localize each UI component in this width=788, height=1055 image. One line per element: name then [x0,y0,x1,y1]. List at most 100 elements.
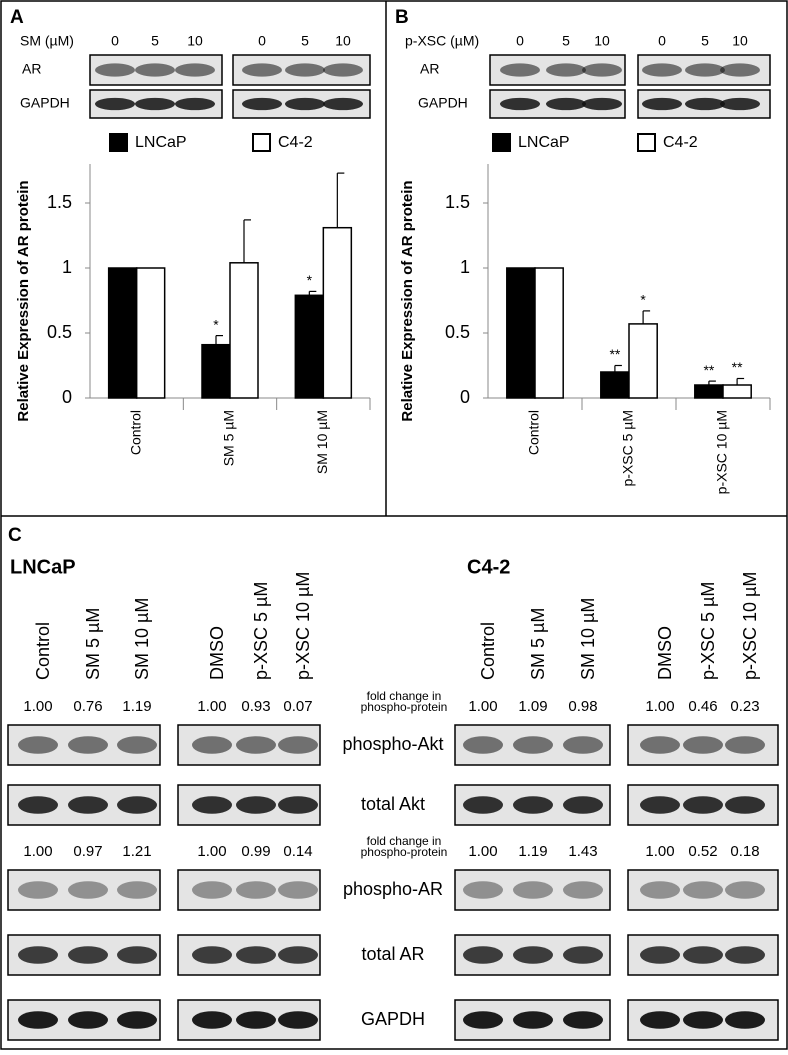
band [278,796,318,814]
fold-change: 1.00 [645,843,674,860]
band [68,736,108,754]
y-tick-label: 1 [62,257,72,277]
band [18,736,58,754]
band [546,97,586,111]
band [463,736,503,754]
band [18,796,58,814]
band [685,97,725,111]
group-title: C4-2 [467,556,510,578]
y-tick-label: 0.5 [445,322,470,342]
band [640,736,680,754]
fold-change: 1.00 [645,698,674,715]
lane-label: SM 5 µM [83,608,103,680]
band [463,946,503,964]
fold-change: 0.76 [73,698,102,715]
band [582,97,622,111]
band [135,63,175,77]
fold-change: 1.00 [197,698,226,715]
bar [694,384,724,399]
fold-change: 0.98 [568,698,597,715]
lane-label: SM 5 µM [528,608,548,680]
band [192,881,232,899]
fold-change: 1.43 [568,843,597,860]
band [192,736,232,754]
dose: 10 [187,33,203,49]
band [68,881,108,899]
band [513,1011,553,1029]
band [725,1011,765,1029]
bar [201,343,231,399]
panel-label: C [8,525,22,546]
band [68,796,108,814]
fold-change: 1.00 [23,698,52,715]
y-tick-label: 0 [460,387,470,407]
dose: 0 [658,33,666,49]
band [513,881,553,899]
bar [722,384,752,399]
x-tick-label: p-XSC 10 µM [714,410,730,494]
band [278,1011,318,1029]
x-tick-label: p-XSC 5 µM [620,410,636,487]
blot-row-label: total AR [361,944,424,964]
band [236,1011,276,1029]
band [236,796,276,814]
band [720,97,760,111]
x-tick-label: Control [127,410,143,455]
band [640,946,680,964]
significance: ** [732,359,743,375]
bar [506,267,536,399]
band [18,881,58,899]
band [546,63,586,77]
band [18,946,58,964]
band [278,946,318,964]
band [513,946,553,964]
band [95,97,135,111]
band [117,946,157,964]
fold-change: 0.14 [283,843,312,860]
dose: 10 [732,33,748,49]
bar [294,294,325,399]
band [563,1011,603,1029]
x-tick-label: Control [526,410,542,455]
bar [534,267,564,399]
band [192,796,232,814]
fold-change: 0.97 [73,843,102,860]
blot [454,869,611,911]
dose: 10 [335,33,351,49]
bar [628,323,658,399]
group-title: LNCaP [10,556,76,578]
band [323,63,363,77]
y-tick-label: 0.5 [47,322,72,342]
dose: 10 [594,33,610,49]
blot [177,869,321,911]
y-tick-label: 1 [460,257,470,277]
dose-label: p-XSC (µM) [405,33,479,49]
band [683,736,723,754]
band [117,796,157,814]
blot-row-label: GAPDH [20,95,70,111]
legend-swatch [637,133,656,152]
significance: ** [609,346,620,362]
dose: 5 [151,33,159,49]
significance: * [640,292,646,308]
fold-change: 1.00 [468,843,497,860]
band [640,1011,680,1029]
fold-change: 0.93 [241,698,270,715]
blot-row-label: GAPDH [418,95,468,111]
lane-label: p-XSC 10 µM [293,572,313,680]
band [192,946,232,964]
legend-label: C4-2 [278,134,313,151]
band [513,736,553,754]
fold-label: phospho-protein [361,845,448,859]
legend-swatch [492,133,511,152]
legend-swatch [252,133,271,152]
lane-label: p-XSC 10 µM [740,572,760,680]
band [463,796,503,814]
bar [135,267,166,399]
band [640,796,680,814]
lane-label: DMSO [207,626,227,680]
fold-change: 0.07 [283,698,312,715]
fold-change: 1.09 [518,698,547,715]
lane-label: p-XSC 5 µM [698,582,718,680]
